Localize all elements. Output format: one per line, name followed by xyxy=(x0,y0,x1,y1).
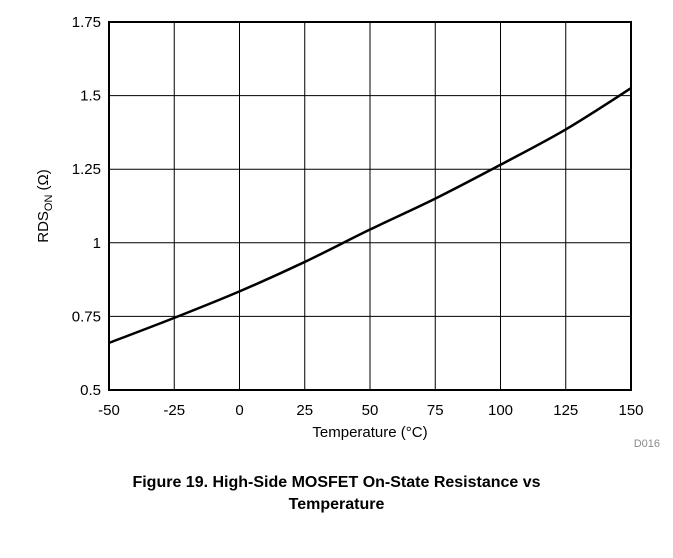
y-tick-labels: 0.5 0.75 1 1.25 1.5 1.75 xyxy=(72,14,101,399)
y-tick-label: 1.5 xyxy=(80,88,101,105)
x-axis-title: Temperature (°C) xyxy=(312,424,427,441)
x-tick-label: 75 xyxy=(427,402,444,419)
chart: -50 -25 0 25 50 75 100 125 150 0.5 0.75 1 1.25 1.5 1.… xyxy=(35,14,660,450)
y-tick-label: 0.75 xyxy=(72,308,101,325)
x-tick-label: 25 xyxy=(296,402,313,419)
y-tick-label: 1.75 xyxy=(72,14,101,31)
x-tick-label: 50 xyxy=(362,402,379,419)
x-tick-label: 0 xyxy=(235,402,243,419)
grid xyxy=(109,22,631,390)
x-tick-label: -50 xyxy=(98,402,120,419)
plot-frame xyxy=(108,21,632,391)
caption-line-2: Temperature xyxy=(288,496,385,513)
y-axis-title: RDSON (Ω) xyxy=(35,169,55,243)
series-layer xyxy=(108,87,632,345)
y-axis-title-main: RDS xyxy=(35,211,52,243)
y-axis-title-unit: (Ω) xyxy=(35,169,52,194)
caption-line-1: Figure 19. High-Side MOSFET On-State Res… xyxy=(132,474,541,491)
x-tick-label: -25 xyxy=(163,402,185,419)
figure-id: D016 xyxy=(634,438,660,450)
x-tick-labels: -50 -25 0 25 50 75 100 125 150 xyxy=(98,402,643,419)
y-axis-title-subscript: ON xyxy=(43,195,55,212)
y-tick-label: 1.25 xyxy=(72,161,101,178)
x-tick-label: 150 xyxy=(618,402,643,419)
series-line-0 xyxy=(108,87,632,345)
x-tick-label: 125 xyxy=(553,402,578,419)
y-tick-label: 1 xyxy=(93,235,101,252)
figure-caption: Figure 19. High-Side MOSFET On-State Res… xyxy=(0,472,673,516)
x-tick-label: 100 xyxy=(488,402,513,419)
y-tick-label: 0.5 xyxy=(80,382,101,399)
